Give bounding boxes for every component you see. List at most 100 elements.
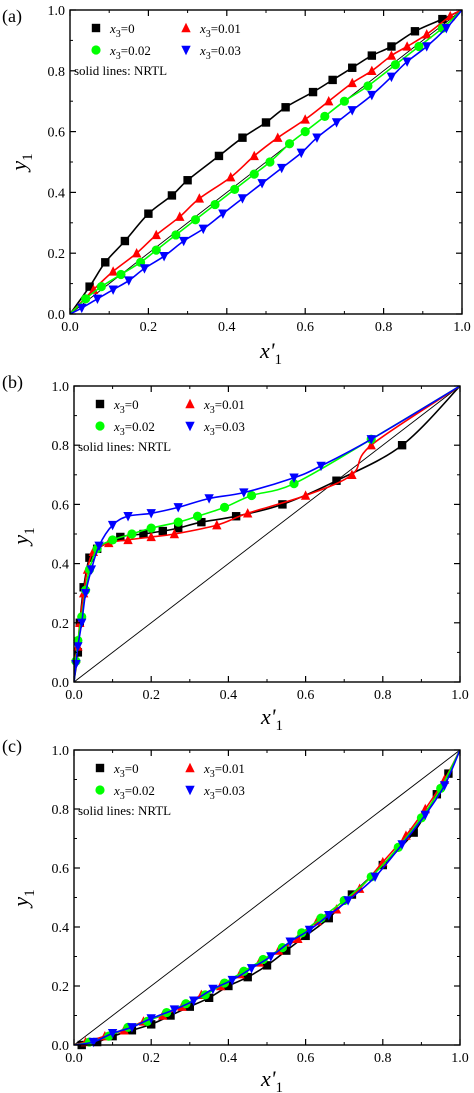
data-point: [173, 517, 183, 527]
data-point: [146, 509, 156, 519]
data-point: [285, 937, 295, 947]
x-tick-label: 0.4: [220, 1051, 238, 1066]
legend-marker: [185, 785, 195, 796]
panel-0: 0.0 0.2 0.4 0.6 0.8 1.0 0.0 0.2 0.4 0.6 0.8 1.0 x'1 y…: [2, 4, 471, 368]
data-point: [441, 24, 452, 34]
data-point: [320, 111, 330, 121]
data-point: [94, 541, 104, 552]
x-axis-label: x'1: [260, 1066, 283, 1093]
data-point: [85, 553, 94, 562]
data-point: [339, 96, 349, 106]
data-point: [289, 473, 299, 483]
legend-marker: [185, 398, 195, 409]
data-point: [147, 1020, 156, 1029]
data-point: [214, 151, 224, 161]
legend-note: solid lines: NRTL: [74, 63, 167, 78]
data-point: [332, 476, 341, 485]
x-axis-label: x'1: [260, 704, 283, 734]
data-point: [239, 966, 249, 976]
data-point: [420, 810, 430, 821]
panel-label: (b): [2, 372, 23, 393]
legend-entry: x3=0: [113, 397, 139, 416]
data-point: [348, 63, 357, 72]
x-tick-label: 0.0: [65, 1051, 83, 1066]
data-point: [96, 282, 106, 292]
data-point: [367, 65, 377, 75]
data-point: [328, 75, 337, 85]
data-point: [414, 41, 424, 52]
data-point: [123, 534, 133, 545]
data-point: [188, 996, 199, 1006]
data-point: [159, 252, 169, 262]
legend-entry: x3=0.01: [203, 761, 245, 780]
data-point: [249, 150, 259, 161]
data-point: [347, 106, 357, 116]
data-point: [169, 528, 180, 539]
y-tick-label: 0.8: [52, 803, 70, 818]
data-point: [266, 952, 276, 962]
data-point: [422, 29, 432, 39]
legend-marker: [95, 399, 105, 409]
data-point: [246, 964, 257, 974]
y-tick-label: 0.2: [52, 617, 70, 632]
x-tick-label: 0.4: [218, 320, 236, 335]
legend-entry: x3=0: [113, 761, 139, 780]
data-point: [108, 266, 118, 276]
legend-entry: x3=0.02: [109, 43, 151, 62]
data-point: [386, 72, 397, 83]
data-point: [257, 179, 267, 189]
data-point: [390, 60, 400, 70]
data-point: [273, 132, 283, 142]
series-3: [70, 10, 462, 314]
data-point: [108, 285, 118, 295]
y-tick-label: 0.4: [48, 186, 66, 201]
data-point: [316, 461, 326, 472]
y-tick-label: 0.2: [52, 980, 70, 995]
legend-entry: x3=0.01: [203, 397, 245, 416]
data-point: [80, 589, 91, 599]
data-point: [224, 981, 233, 991]
x-tick-label: 1.0: [451, 688, 469, 703]
data-point: [378, 856, 388, 867]
x-tick-label: 0.2: [140, 320, 158, 335]
legend-marker: [181, 22, 191, 33]
x-tick-label: 0.6: [297, 1051, 315, 1066]
data-point: [167, 191, 177, 200]
series-0: [70, 10, 462, 314]
data-point: [192, 511, 203, 521]
data-point: [183, 176, 192, 185]
data-point: [301, 931, 310, 941]
x-tick-label: 0.2: [142, 688, 160, 703]
data-point: [73, 642, 83, 652]
data-point: [77, 618, 87, 628]
series-2: [70, 10, 462, 314]
data-point: [402, 57, 412, 67]
legend: x3=0 x3=0.01 x3=0.02 x3=0.03 solid lines: NR…: [74, 21, 241, 78]
data-point: [146, 1014, 156, 1024]
legend-marker: [181, 45, 191, 56]
data-point: [296, 148, 306, 159]
y-tick-label: 0.0: [52, 1039, 70, 1054]
data-point: [127, 1023, 137, 1033]
data-point: [190, 215, 201, 225]
data-point: [402, 41, 412, 51]
data-point: [86, 565, 97, 575]
data-point: [107, 520, 118, 531]
data-point: [144, 209, 153, 218]
data-point: [71, 660, 81, 670]
legend-marker: [185, 762, 195, 773]
data-point: [108, 535, 118, 545]
data-point: [370, 872, 380, 883]
data-point: [101, 258, 110, 267]
legend-marker: [95, 785, 105, 795]
data-point: [174, 523, 183, 533]
legend-entry: x3=0.03: [199, 43, 241, 62]
data-point: [194, 193, 205, 203]
data-point: [265, 157, 275, 167]
x-tick-label: 0.8: [374, 1051, 392, 1066]
data-point: [123, 512, 133, 522]
data-point: [366, 435, 376, 445]
series-3: [74, 750, 460, 1048]
data-point: [347, 77, 357, 88]
data-point: [173, 503, 183, 513]
